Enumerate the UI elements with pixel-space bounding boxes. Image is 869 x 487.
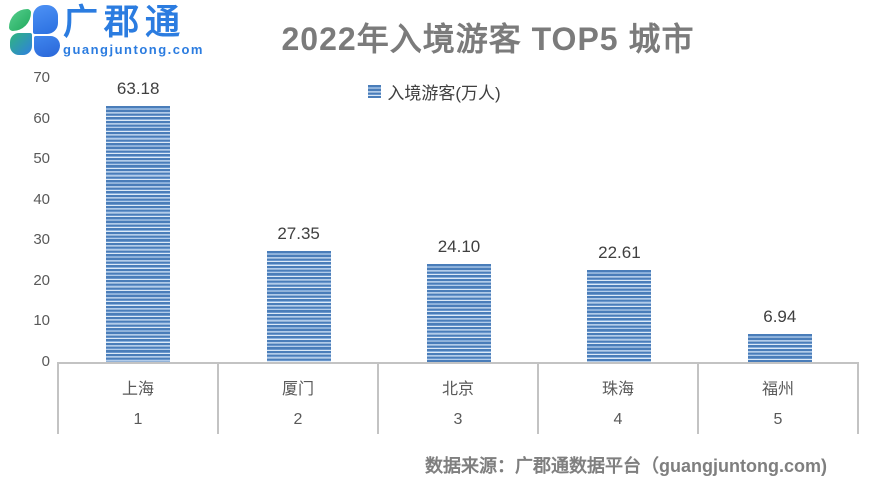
bar-value-label: 27.35	[277, 224, 320, 244]
y-tick-label: 60	[33, 109, 50, 127]
bar-珠海	[587, 270, 652, 362]
category-cell-上海: 上海 1	[57, 364, 219, 434]
brand-domain: guangjuntong.com	[63, 42, 204, 57]
y-tick-label: 20	[33, 271, 50, 289]
bar-厦门	[266, 251, 331, 362]
y-tick-label: 50	[33, 150, 50, 168]
legend: 入境游客(万人)	[0, 79, 869, 104]
category-name: 上海	[121, 381, 154, 398]
category-rank: 4	[613, 411, 623, 428]
brand-name: 广郡通	[63, 3, 187, 42]
bar-value-label: 22.61	[598, 243, 641, 263]
legend-label: 入境游客(万人)	[387, 84, 501, 103]
y-tick-label: 10	[33, 312, 50, 330]
category-cell-厦门: 厦门 2	[219, 364, 379, 434]
bar-value-label: 24.10	[437, 237, 481, 257]
y-tick-label: 70	[33, 69, 50, 86]
category-cell-福州: 福州 5	[699, 364, 859, 434]
y-tick-label: 0	[41, 353, 50, 370]
category-name: 珠海	[601, 381, 634, 398]
brand-logo-text: 广郡通 guangjuntong.com	[63, 3, 204, 58]
logo-square-bottom-right	[34, 36, 60, 57]
y-tick-label: 40	[33, 190, 50, 208]
category-name: 厦门	[281, 381, 314, 398]
logo-square-bottom-left	[10, 33, 32, 55]
category-cell-北京: 北京 3	[379, 364, 539, 434]
bar-上海	[106, 105, 171, 362]
brand-logo: 广郡通 guangjuntong.com	[8, 5, 204, 57]
category-name: 福州	[761, 381, 794, 398]
logo-leaf-shape	[9, 9, 31, 31]
category-rank: 5	[773, 411, 783, 428]
bar-北京	[427, 264, 491, 362]
category-rank: 3	[453, 411, 463, 428]
legend-swatch-icon	[368, 85, 382, 98]
chart-title: 2022年入境游客 TOP5 城市	[281, 21, 695, 57]
logo-square-top-right	[33, 5, 58, 34]
category-table: 上海 1 厦门 2 北京 3 珠海 4 福州 5	[57, 362, 859, 434]
data-source: 数据来源：广郡通数据平台（guangjuntong.com)	[425, 456, 827, 476]
category-rank: 2	[293, 411, 303, 428]
bar-福州	[747, 333, 812, 362]
brand-logo-icon	[8, 5, 60, 57]
bar-value-label: 6.94	[763, 306, 797, 326]
bar-value-label: 63.18	[116, 78, 160, 98]
category-name: 北京	[441, 381, 474, 398]
category-cell-珠海: 珠海 4	[539, 364, 699, 434]
y-tick-label: 30	[33, 231, 50, 249]
category-rank: 1	[133, 411, 143, 428]
